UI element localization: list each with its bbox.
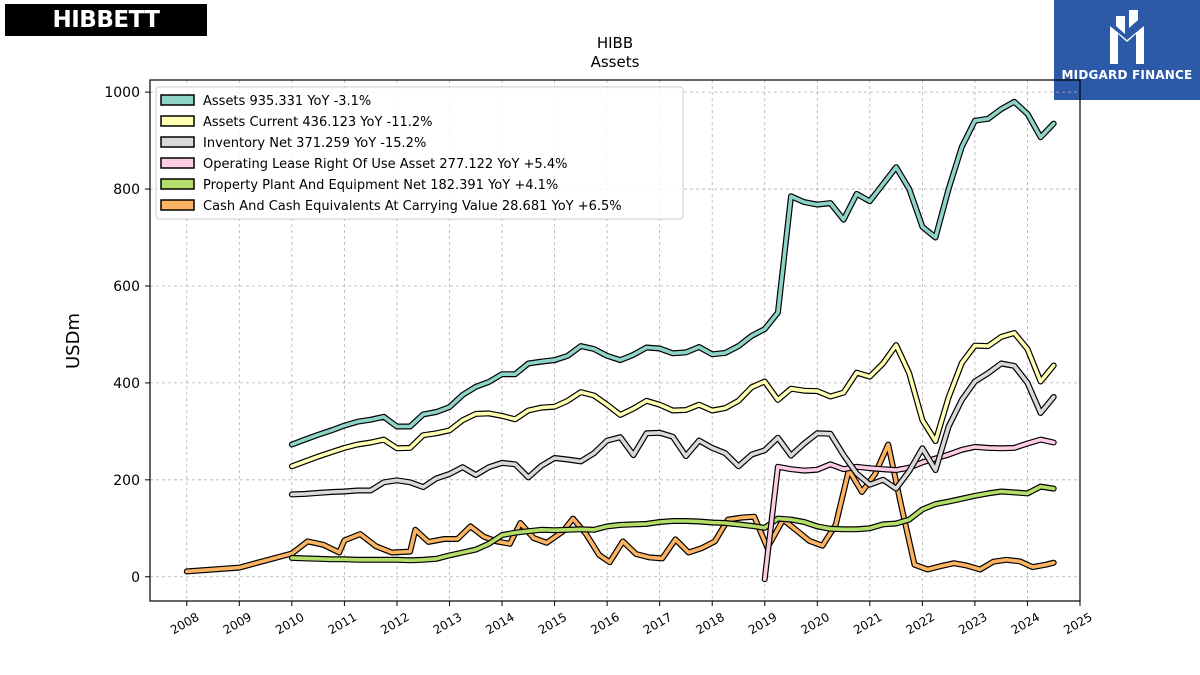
legend-swatch	[160, 94, 195, 106]
series-inventory-net	[288, 360, 1057, 498]
x-tick-label: 2024	[1009, 610, 1042, 637]
legend-item: Operating Lease Right Of Use Asset 277.1…	[160, 157, 567, 172]
legend-swatch	[160, 157, 195, 169]
x-tick-label: 2012	[378, 610, 411, 637]
company-logo-text: HIBBETT SPORTS	[51, 7, 160, 69]
series-assets	[288, 98, 1057, 448]
legend-item: Cash And Cash Equivalents At Carrying Va…	[160, 199, 622, 214]
x-tick-label: 2017	[641, 610, 674, 637]
legend-swatch	[160, 115, 195, 127]
legend-label: Assets 935.331 YoY -3.1%	[203, 94, 371, 109]
y-tick-label: 600	[113, 279, 140, 295]
series-property-plant-and-equipment-net	[288, 483, 1057, 564]
series-line	[290, 331, 1056, 469]
legend-item: Property Plant And Equipment Net 182.391…	[160, 178, 558, 193]
x-tick-label: 2019	[746, 610, 779, 637]
x-tick-label: 2008	[168, 610, 201, 637]
x-tick-label: 2010	[273, 610, 306, 637]
hibbett-sports-logo: HIBBETT SPORTS®	[5, 4, 207, 69]
x-tick-label: 2021	[851, 610, 884, 637]
legend-label: Inventory Net 371.259 YoY -15.2%	[203, 136, 426, 151]
x-tick-label: 2018	[693, 610, 726, 637]
series-line	[185, 442, 1056, 574]
publisher-name: MIDGARD FINANCE	[1061, 68, 1193, 82]
y-tick-label: 400	[113, 376, 140, 392]
x-tick-label: 2022	[904, 610, 937, 637]
series-line	[290, 484, 1056, 563]
x-tick-label: 2011	[326, 610, 359, 637]
legend-box	[155, 86, 684, 220]
series-assets-current	[288, 330, 1057, 470]
x-tick-label: 2020	[799, 610, 832, 637]
series-lines	[183, 98, 1057, 583]
midgard-finance-logo: MIDGARD FINANCE	[1054, 0, 1200, 100]
series-line	[290, 361, 1056, 497]
registered-mark: ®	[150, 46, 161, 57]
series-line	[290, 100, 1056, 447]
x-tick-label: 2013	[431, 610, 464, 637]
x-tick-label: 2015	[536, 610, 569, 637]
legend-item: Assets Current 436.123 YoY -11.2%	[160, 115, 433, 130]
legend-swatch	[160, 199, 195, 211]
x-tick-label: 2023	[956, 610, 989, 637]
legend-label: Property Plant And Equipment Net 182.391…	[203, 178, 558, 193]
legend-swatch	[160, 178, 195, 190]
legend-item: Assets 935.331 YoY -3.1%	[160, 94, 371, 109]
y-tick-label: 1000	[104, 85, 140, 101]
legend-item: Inventory Net 371.259 YoY -15.2%	[160, 136, 426, 151]
x-tick-label: 2016	[588, 610, 621, 637]
x-tick-label: 2025	[1061, 610, 1094, 637]
x-tick-label: 2014	[483, 610, 516, 637]
y-tick-label: 0	[131, 570, 140, 586]
y-tick-label: 200	[113, 473, 140, 489]
series-cash-and-cash-equivalents-at-carrying-value	[183, 441, 1057, 575]
chart-title: HIBB	[597, 34, 633, 52]
legend: Assets 935.331 YoY -3.1% Assets Current 4…	[155, 86, 684, 220]
legend-label: Operating Lease Right Of Use Asset 277.1…	[203, 157, 567, 172]
chart-subtitle: Assets	[591, 53, 640, 71]
x-tick-label: 2009	[221, 610, 254, 637]
y-tick-label: 800	[113, 182, 140, 198]
legend-label: Assets Current 436.123 YoY -11.2%	[203, 115, 433, 130]
midgard-mark-icon	[1110, 10, 1144, 64]
legend-swatch	[160, 136, 195, 148]
plot-frame	[149, 79, 1081, 602]
y-axis-label: USDm	[63, 313, 84, 369]
legend-label: Cash And Cash Equivalents At Carrying Va…	[203, 199, 622, 214]
